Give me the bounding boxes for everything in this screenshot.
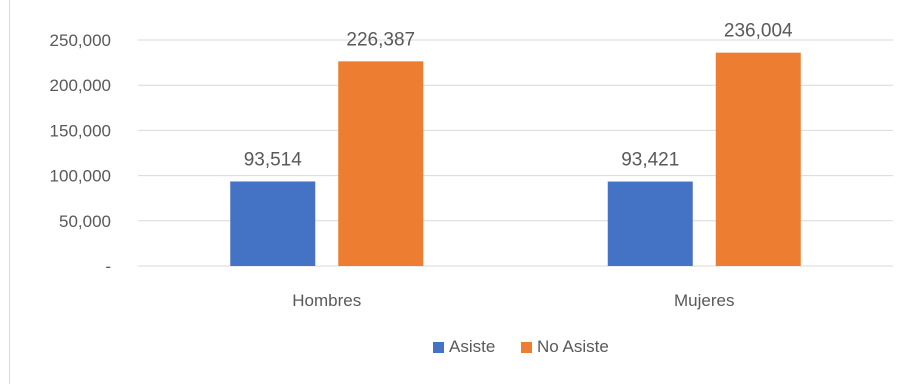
legend-swatch: [433, 342, 444, 353]
category-label: Hombres: [292, 291, 361, 310]
legend-label: No Asiste: [537, 337, 609, 356]
bar-no-asiste: [338, 61, 424, 266]
data-label: 93,514: [244, 149, 303, 170]
legend-label: Asiste: [449, 337, 495, 356]
y-tick-label: 150,000: [50, 121, 111, 140]
y-tick-label: -: [105, 257, 111, 276]
category-label: Mujeres: [674, 291, 734, 310]
bar-asiste: [607, 181, 693, 266]
bar-no-asiste: [715, 52, 801, 266]
x-axis-categories: Hombres Mujeres: [292, 291, 734, 310]
bars: [230, 52, 801, 266]
y-tick-label: 200,000: [50, 76, 111, 95]
y-axis-ticks: - 50,000 100,000 150,000 200,000 250,000: [50, 31, 111, 276]
frame-border: [9, 0, 10, 384]
y-tick-label: 50,000: [59, 212, 111, 231]
legend-swatch: [521, 342, 532, 353]
y-tick-label: 100,000: [50, 167, 111, 186]
legend: Asiste No Asiste: [433, 337, 609, 356]
bar-asiste: [230, 181, 316, 266]
data-label: 226,387: [346, 29, 415, 50]
data-label: 236,004: [724, 21, 793, 42]
y-tick-label: 250,000: [50, 31, 111, 50]
data-label: 93,421: [621, 150, 679, 171]
data-labels: 93,514 226,387 93,421 236,004: [244, 21, 793, 171]
